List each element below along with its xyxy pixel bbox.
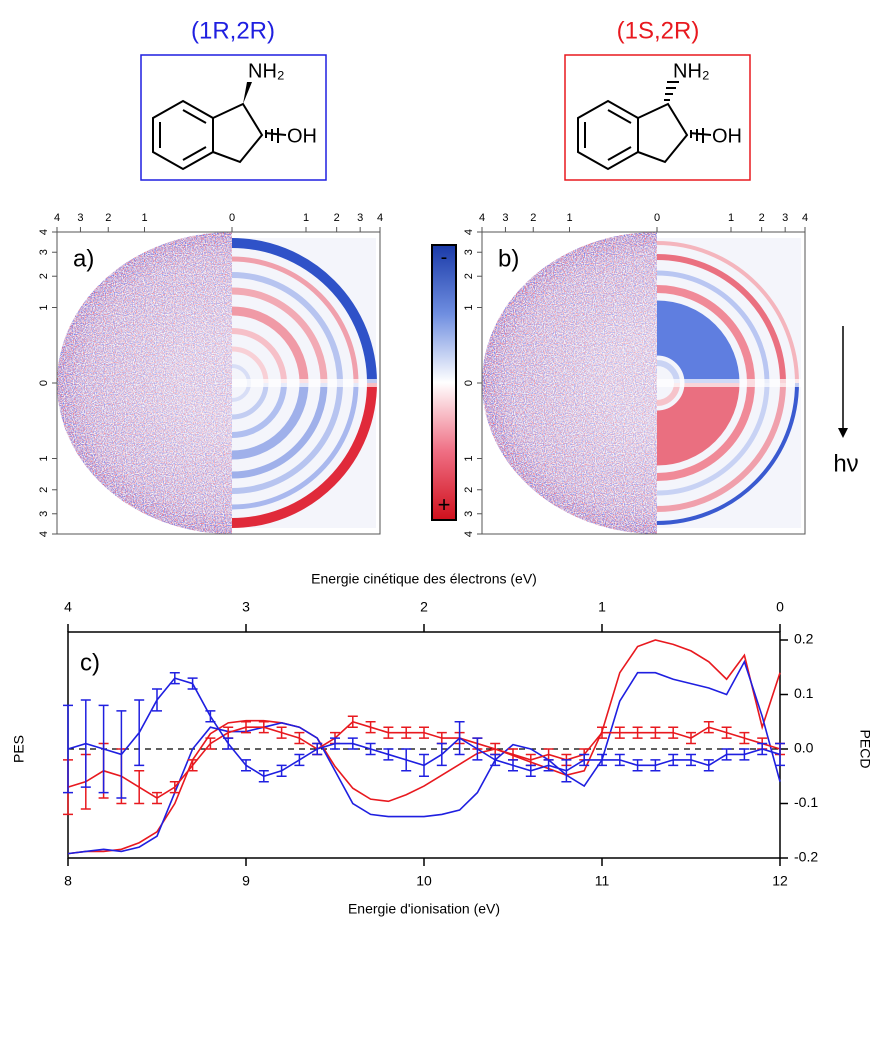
tick-label: 0 <box>38 380 50 386</box>
tick-label: 3 <box>357 212 363 224</box>
tick-label: 4 <box>54 212 60 224</box>
y2-tick-label: -0.1 <box>794 794 818 810</box>
tick-label: 2 <box>334 212 340 224</box>
tick-label: 4 <box>377 212 383 224</box>
tick-label: 0 <box>229 212 235 224</box>
tick-label: 3 <box>77 212 83 224</box>
series-line <box>67 677 781 778</box>
tick-label: 0 <box>463 380 475 386</box>
colorbar-label: + <box>438 492 451 517</box>
tick-label: 3 <box>463 249 475 255</box>
tick-label: 2 <box>530 212 536 224</box>
center-band <box>232 379 380 387</box>
plot-frame <box>67 631 781 859</box>
tick-label: 2 <box>38 487 50 493</box>
colorbar <box>431 244 457 521</box>
tick-label: 1 <box>463 304 475 310</box>
colorbar-label: - <box>441 246 448 268</box>
x-tick-label: 12 <box>772 873 788 889</box>
center-band <box>657 379 805 387</box>
panel-label: b) <box>498 245 519 272</box>
tick-label: 1 <box>38 455 50 461</box>
x-tick-label: 9 <box>242 873 250 889</box>
x-tick-label: 10 <box>416 873 432 889</box>
x-axis-title: Energie d'ionisation (eV) <box>348 901 500 917</box>
tick-label: 2 <box>105 212 111 224</box>
tick-label: 1 <box>38 304 50 310</box>
y2-tick-label: -0.2 <box>794 849 818 865</box>
x-tick-label: 8 <box>64 873 72 889</box>
tick-label: 1 <box>141 212 147 224</box>
series-line <box>67 720 781 799</box>
hydroxyl-label: OH <box>712 125 742 147</box>
tick-label: 3 <box>463 511 475 517</box>
tick-label: 2 <box>38 273 50 279</box>
tick-label: 1 <box>566 212 572 224</box>
x-tick-label: 11 <box>595 873 610 889</box>
x2-tick-label: 3 <box>242 599 250 615</box>
y2-axis-title: PECD <box>857 730 873 769</box>
molecule-label: (1R,2R) <box>191 17 275 44</box>
series-line <box>67 639 781 855</box>
tick-label: 4 <box>479 212 485 224</box>
tick-label: 4 <box>38 531 50 537</box>
x2-tick-label: 2 <box>420 599 428 615</box>
y2-tick-label: 0.0 <box>794 740 814 756</box>
y2-tick-label: 0.2 <box>794 631 814 647</box>
tick-label: 1 <box>728 212 734 224</box>
amine-label: NH₂ <box>673 60 710 82</box>
wedge-bond <box>243 82 252 104</box>
molecule-box <box>564 54 751 181</box>
y-axis-title: PES <box>11 735 27 763</box>
molecule-label: (1S,2R) <box>617 17 700 44</box>
amine-label: NH₂ <box>248 60 285 82</box>
tick-label: 2 <box>759 212 765 224</box>
x2-tick-label: 0 <box>776 599 784 615</box>
tick-label: 2 <box>463 273 475 279</box>
tick-label: 1 <box>463 455 475 461</box>
x2-tick-label: 4 <box>64 599 72 615</box>
x2-axis-title: Energie cinétique des électrons (eV) <box>311 571 537 587</box>
tick-label: 3 <box>782 212 788 224</box>
tick-label: 4 <box>38 229 50 235</box>
tick-label: 3 <box>502 212 508 224</box>
tick-label: 1 <box>303 212 309 224</box>
hydroxyl-label: OH <box>287 125 317 147</box>
tick-label: 3 <box>38 249 50 255</box>
annotation: hν <box>833 450 858 477</box>
arrow-head <box>838 428 848 438</box>
noise-fade <box>482 232 657 534</box>
tick-label: 4 <box>802 212 808 224</box>
tick-label: 4 <box>463 229 475 235</box>
tick-label: 0 <box>654 212 660 224</box>
molecule-structure: NH₂ OH <box>577 60 742 171</box>
series-line <box>67 659 781 855</box>
tick-label: 4 <box>463 531 475 537</box>
panel-label: a) <box>73 245 94 272</box>
molecule-box <box>140 54 327 181</box>
x2-tick-label: 1 <box>598 599 606 615</box>
y2-tick-label: 0.1 <box>794 685 814 701</box>
molecule-structure: NH₂ OH <box>152 60 317 171</box>
tick-label: 2 <box>463 487 475 493</box>
panel-label: c) <box>80 649 100 676</box>
noise-fade <box>57 232 232 534</box>
tick-label: 3 <box>38 511 50 517</box>
